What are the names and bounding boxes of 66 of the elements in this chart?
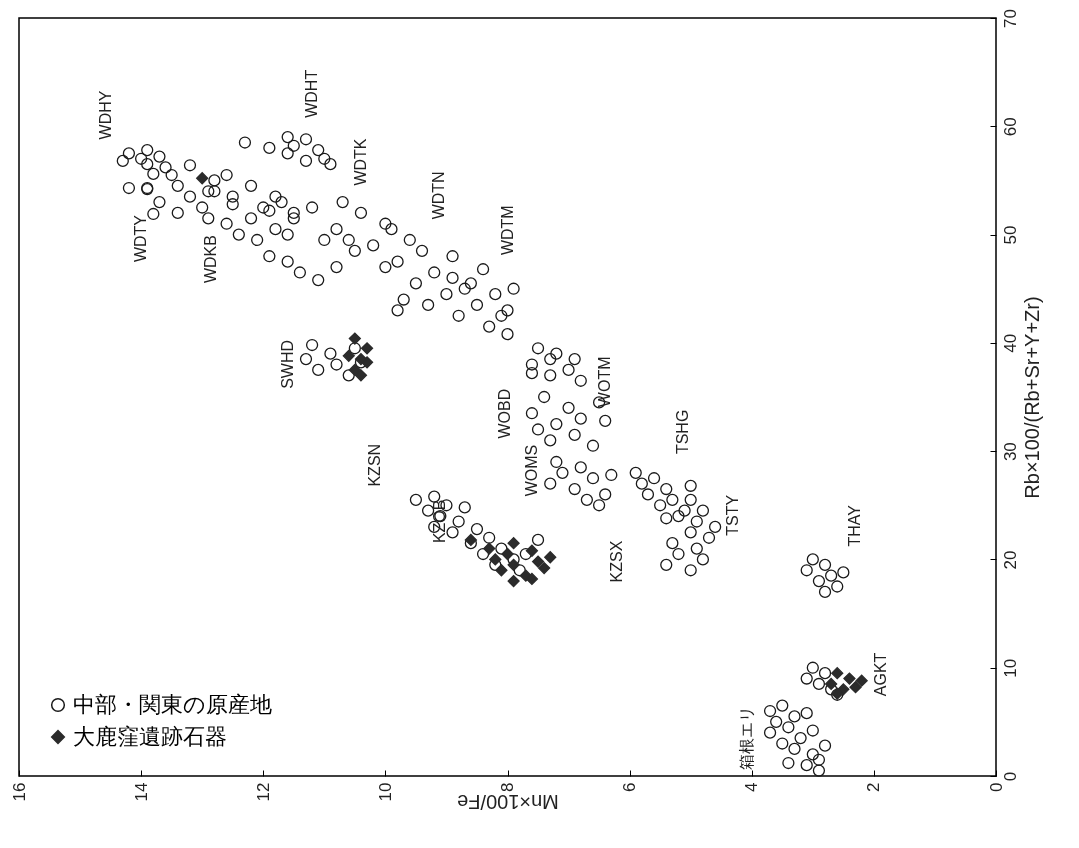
point	[538, 561, 551, 575]
x-tick-label: 4	[742, 782, 762, 792]
point	[501, 547, 514, 561]
point	[348, 363, 361, 377]
point	[855, 674, 868, 687]
y-tick-label: 30	[1000, 442, 1020, 462]
point	[483, 542, 496, 555]
point	[507, 537, 520, 550]
point	[831, 667, 844, 680]
point	[507, 558, 520, 571]
annotation: WDHT	[303, 69, 321, 118]
point	[495, 564, 508, 577]
point	[507, 574, 520, 588]
point	[525, 544, 539, 557]
point	[360, 342, 374, 355]
y-tick-label: 70	[1000, 9, 1020, 28]
y-tick-label: 60	[1000, 117, 1020, 137]
annotation: TSHG	[674, 409, 692, 455]
x-axis-title: Mn×100/Fe	[457, 791, 559, 814]
annotation: AGKT	[871, 652, 889, 697]
annotation: KZSN	[365, 443, 383, 487]
x-tick-label: 0	[986, 782, 1006, 792]
point	[843, 672, 856, 685]
annotation: TSTY	[724, 494, 742, 536]
y-tick-label: 40	[1000, 333, 1020, 353]
annotation: KZOB	[431, 499, 449, 544]
legend-label: 大鹿窪遺跡石器	[73, 724, 227, 749]
legend-label: 中部・関東の原産地	[73, 692, 272, 717]
annotation: WDTM	[498, 205, 516, 256]
x-tick-label: 16	[9, 782, 29, 802]
x-tick-label: 8	[498, 782, 517, 792]
point	[354, 352, 368, 366]
annotation: WDKB	[202, 235, 220, 284]
point	[849, 681, 862, 694]
x-tick-label: 14	[131, 782, 151, 802]
y-tick-label: 50	[1000, 225, 1020, 245]
point	[342, 349, 355, 362]
x-tick-label: 10	[375, 782, 395, 802]
point	[825, 677, 838, 691]
annotation: WOMS	[522, 444, 540, 497]
annotation: WOTM	[596, 356, 614, 408]
annotation: SWHD	[278, 339, 296, 389]
point	[196, 172, 209, 185]
point	[348, 332, 361, 345]
y-tick-label: 0	[1000, 771, 1020, 782]
annotation: WDTK	[351, 138, 369, 186]
annotation: WDTN	[430, 171, 448, 220]
x-tick-label: 2	[864, 782, 884, 792]
annotation: WDTY	[132, 214, 150, 263]
point	[837, 683, 850, 696]
y-tick-label: 10	[1000, 658, 1020, 678]
x-tick-label: 12	[253, 782, 273, 802]
annotation: 箱根エリ	[737, 706, 755, 771]
annotation: WDHY	[96, 90, 114, 140]
point	[464, 533, 477, 547]
point	[531, 555, 545, 568]
point	[354, 369, 368, 382]
y-axis-title: Rb×100/(Rb+Sr+Y+Zr)	[1020, 296, 1043, 499]
annotation: THAY	[846, 504, 864, 547]
y-tick-label: 20	[1000, 550, 1020, 570]
x-tick-label: 6	[620, 782, 640, 792]
point	[525, 572, 539, 586]
point	[489, 553, 502, 566]
point	[544, 551, 557, 564]
annotation: KZSX	[607, 540, 625, 583]
annotation: WOBD	[495, 388, 513, 439]
